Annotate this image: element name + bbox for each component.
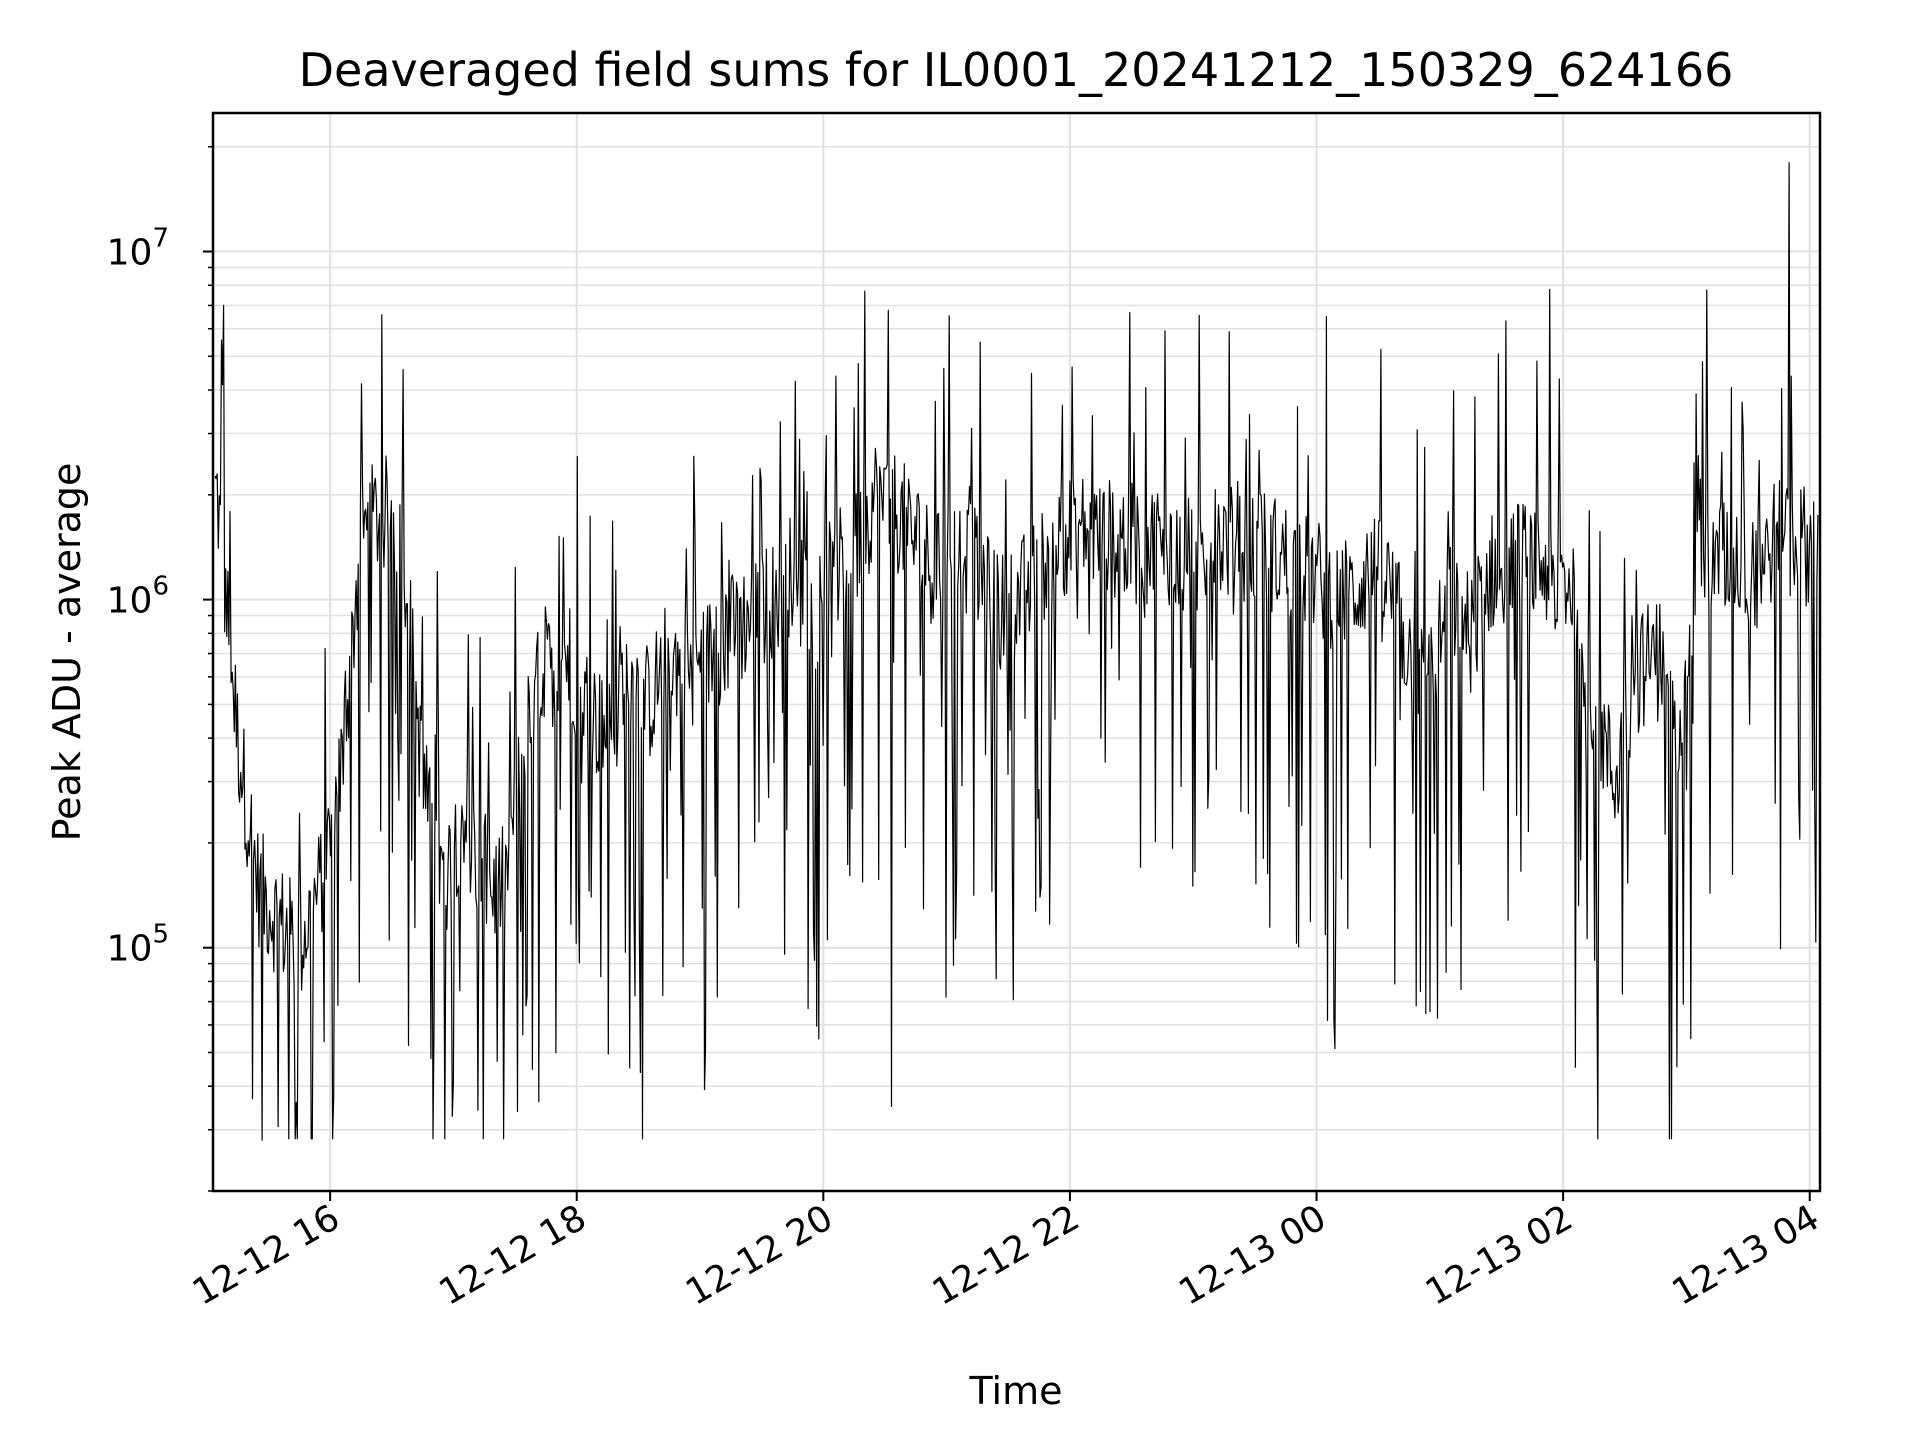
series-layer <box>214 162 1819 1141</box>
y-axis-label: Peak ADU - average <box>45 463 89 842</box>
y-tick-exponent: 7 <box>152 224 169 254</box>
y-tick-exponent: 6 <box>152 572 169 602</box>
series-line <box>214 162 1819 1141</box>
y-tick-exponent: 5 <box>152 920 169 950</box>
plot-frame <box>211 111 1822 1193</box>
x-axis-label: Time <box>969 1369 1063 1413</box>
chart-title: Deaveraged field sums for IL0001_2024121… <box>299 43 1734 97</box>
